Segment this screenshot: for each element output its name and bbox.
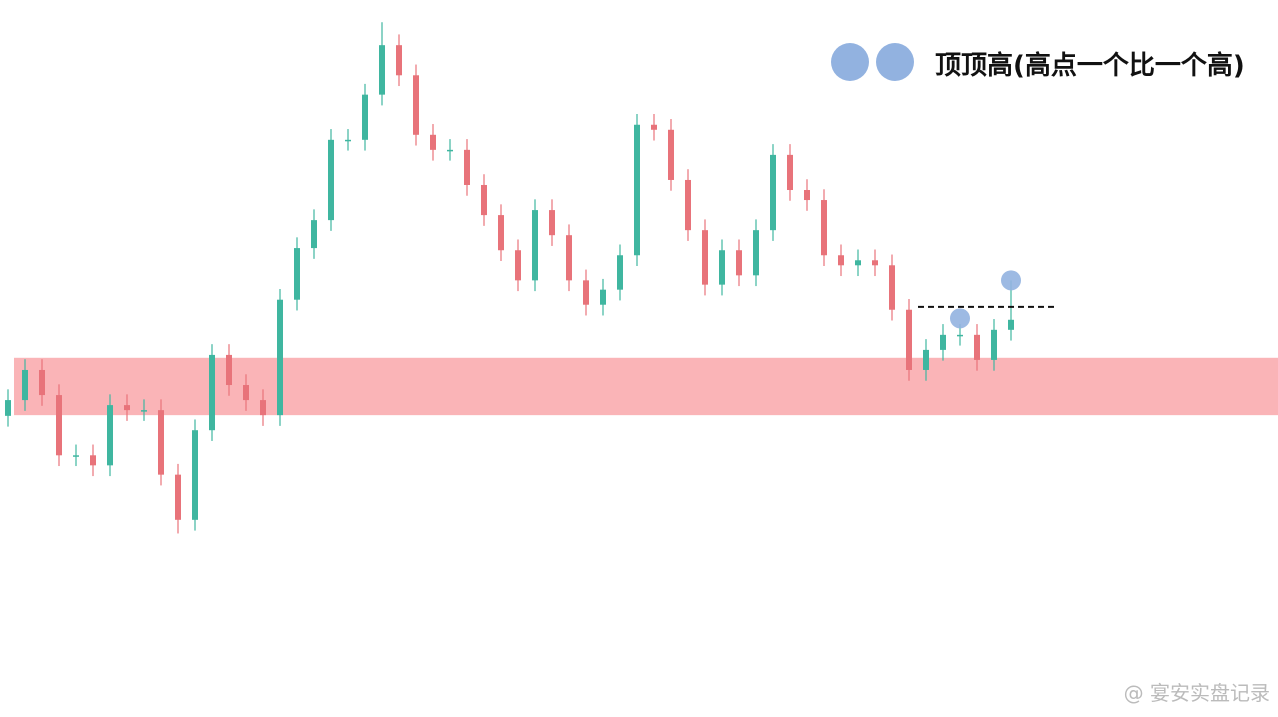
candle-body [107, 405, 113, 466]
candle-body [549, 210, 555, 236]
candle-body [277, 299, 283, 416]
support-zone [14, 357, 1278, 416]
candle-body [243, 385, 249, 401]
candle-body [872, 260, 878, 266]
candle-body [668, 129, 674, 180]
candle-body [175, 474, 181, 520]
candle-body [838, 255, 844, 266]
candle-body [447, 149, 453, 152]
candle-body [226, 354, 232, 386]
candle-body [192, 430, 198, 520]
candle-body [651, 124, 657, 130]
candle-body [889, 265, 895, 310]
candle-body [685, 179, 691, 231]
candle-body [515, 250, 521, 281]
candle-body [158, 410, 164, 475]
candle-body [600, 289, 606, 305]
watermark: @ 宴安实盘记录 [1124, 681, 1270, 705]
candle-body [753, 230, 759, 276]
candle-body [5, 400, 11, 416]
candle-body [583, 280, 589, 305]
candle-body [345, 139, 351, 142]
candle-body [22, 369, 28, 401]
candle-body [770, 154, 776, 231]
candle-body [702, 230, 708, 285]
legend-dot [876, 43, 914, 81]
candle-body [362, 94, 368, 140]
candle-body [294, 248, 300, 300]
high-marker [1001, 270, 1021, 291]
candle-body [940, 334, 946, 350]
candle-body [413, 75, 419, 135]
candle-body [39, 369, 45, 396]
candle-body [719, 250, 725, 285]
candle-body [328, 139, 334, 221]
legend-dot [831, 43, 869, 81]
candle-body [1008, 319, 1014, 330]
candle-body [56, 395, 62, 456]
candle-body [736, 250, 742, 276]
candle-body [260, 400, 266, 416]
candle-body [90, 455, 96, 466]
candle-body [464, 149, 470, 185]
candle-body [855, 260, 861, 266]
candle-body [923, 349, 929, 370]
candle-body [532, 210, 538, 281]
candle-body [821, 200, 827, 256]
candle-body [906, 309, 912, 370]
candle-body [209, 354, 215, 431]
candle-body [379, 45, 385, 95]
candle-body [974, 334, 980, 360]
candle-body [787, 154, 793, 191]
high-marker [950, 308, 970, 329]
candle-body [566, 235, 572, 281]
legend-text: 顶顶高(高点一个比一个高) [935, 50, 1245, 81]
candle-body [396, 45, 402, 76]
candle-body [634, 124, 640, 256]
candle-body [430, 134, 436, 150]
candle-body [804, 190, 810, 201]
candle-body [617, 255, 623, 290]
candle-body [73, 455, 79, 457]
candle-body [498, 215, 504, 251]
candle-body [957, 334, 963, 337]
candle-body [311, 220, 317, 249]
candle-body [141, 410, 147, 412]
candle-body [124, 405, 130, 411]
candle-body [481, 184, 487, 216]
candle-body [991, 329, 997, 360]
